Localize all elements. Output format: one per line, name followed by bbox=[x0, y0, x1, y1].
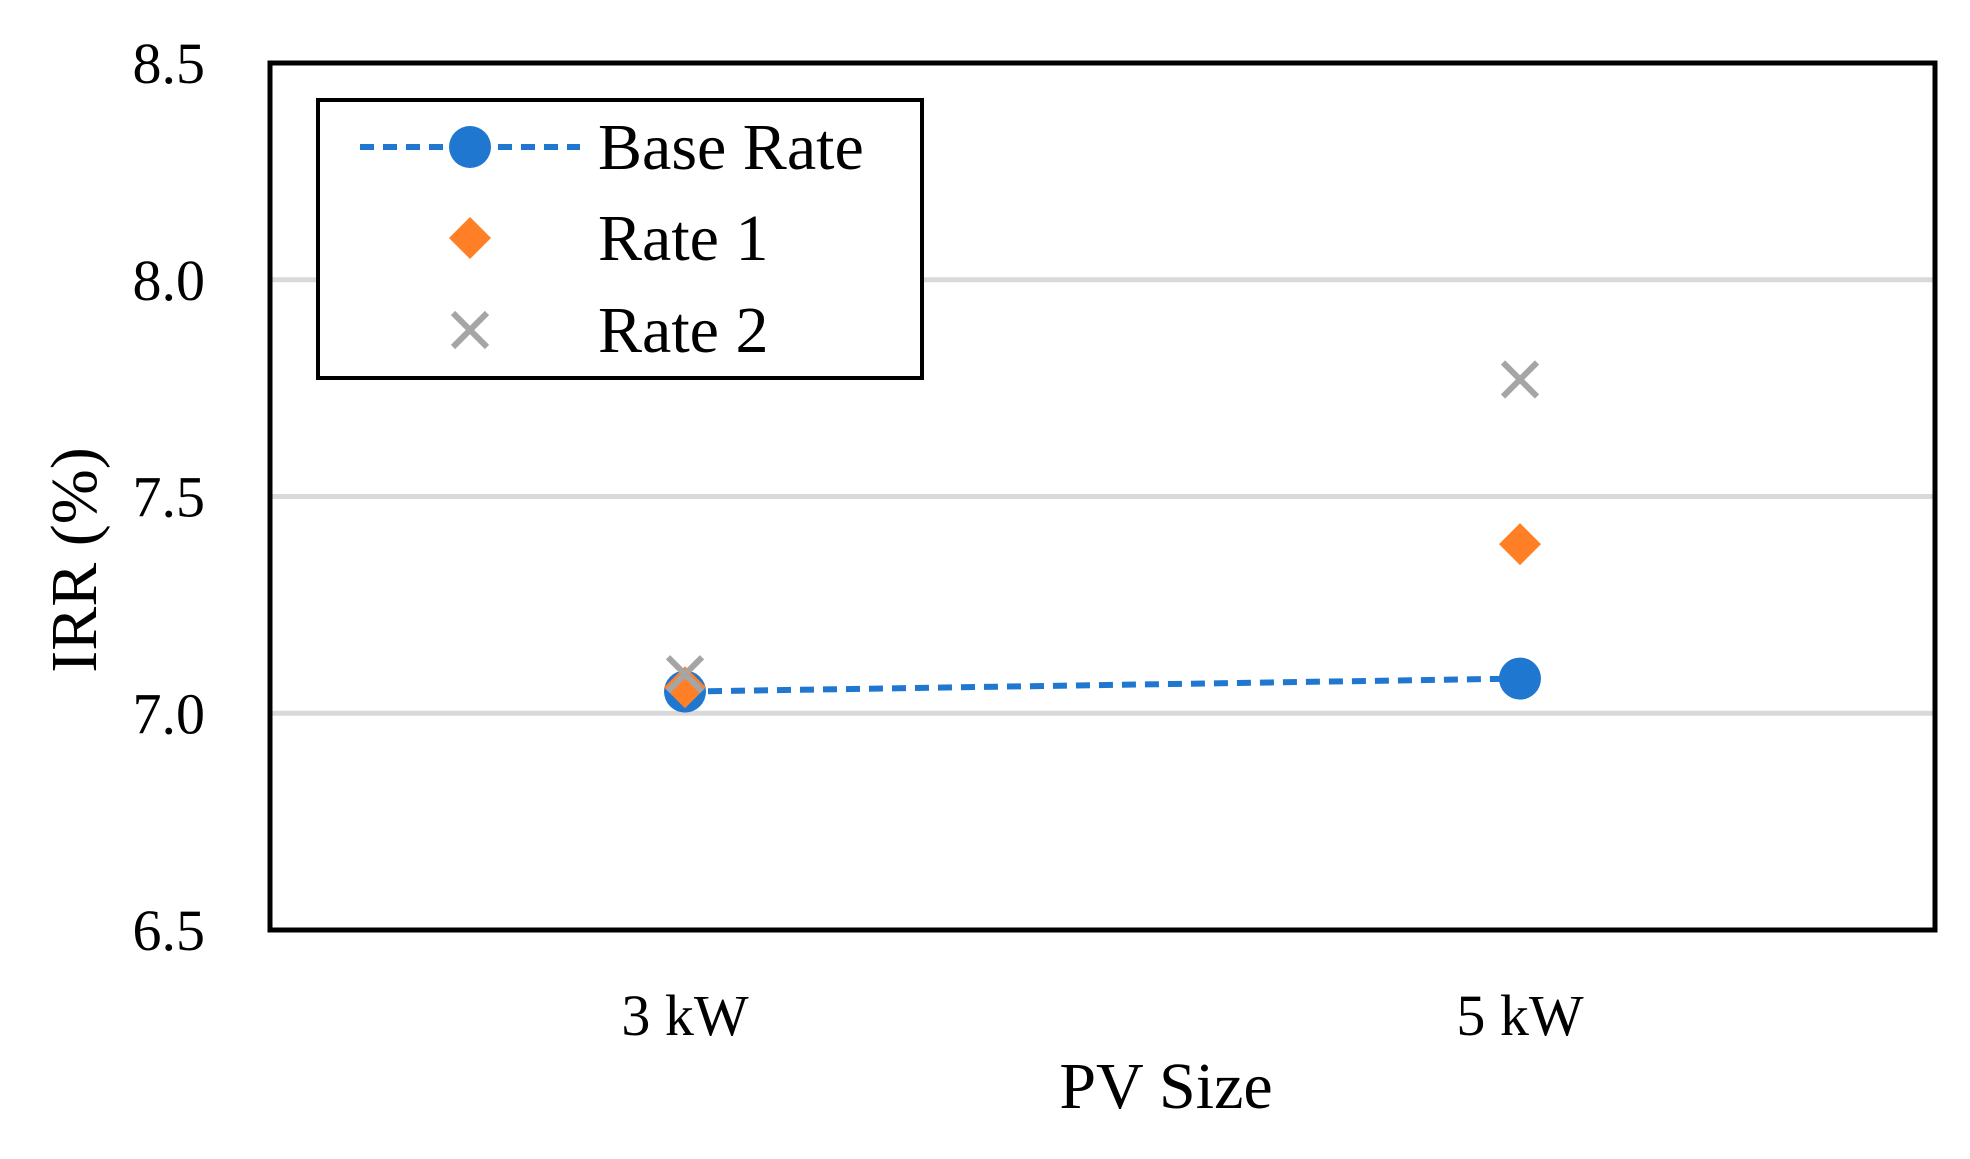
series-marks bbox=[664, 360, 1541, 713]
x-axis-title: PV Size bbox=[1059, 1050, 1272, 1123]
data-point-series-0 bbox=[1499, 657, 1541, 700]
series-line-0 bbox=[684, 675, 1521, 695]
y-tick-label: 7.0 bbox=[133, 681, 206, 746]
plot-area-frame bbox=[267, 60, 1938, 933]
data-point-series-2 bbox=[665, 655, 705, 694]
data-point-series-1 bbox=[664, 666, 706, 709]
data-point-series-1 bbox=[1499, 523, 1541, 566]
y-tick-label: 7.5 bbox=[133, 465, 206, 530]
y-tick-label: 8.0 bbox=[133, 248, 206, 313]
y-axis-title: IRR (%) bbox=[38, 447, 111, 672]
legend-label: Rate 2 bbox=[598, 294, 768, 367]
legend-marker bbox=[449, 217, 491, 259]
x-axis-ticks: 3 kW 5 kW bbox=[621, 983, 1584, 1048]
y-axis-ticks: 6.5 7.0 7.5 8.0 8.5 bbox=[133, 31, 206, 963]
legend-items: Base Rate Rate 1 Rate 2 bbox=[360, 111, 864, 367]
legend-label: Rate 1 bbox=[598, 202, 768, 275]
y-tick-label: 8.5 bbox=[133, 31, 206, 96]
y-tick-label: 6.5 bbox=[133, 898, 206, 963]
legend-marker bbox=[450, 310, 490, 350]
data-point-series-2 bbox=[1500, 360, 1540, 399]
legend-marker bbox=[449, 126, 491, 168]
data-point-series-2-stroke bbox=[665, 655, 705, 694]
x-tick-label: 5 kW bbox=[1456, 983, 1584, 1048]
legend-label: Base Rate bbox=[598, 111, 864, 184]
legend-marker-stroke bbox=[450, 310, 490, 350]
x-tick-label: 3 kW bbox=[621, 983, 749, 1048]
legend: Base Rate Rate 1 Rate 2 bbox=[316, 98, 924, 380]
data-point-series-2-stroke bbox=[1500, 360, 1540, 399]
